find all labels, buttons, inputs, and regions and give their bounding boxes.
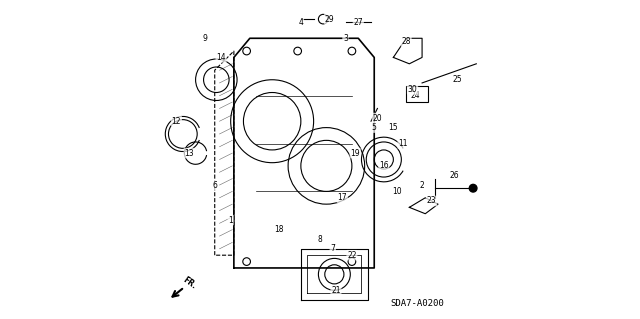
Text: 2: 2 [420, 181, 424, 189]
Text: 11: 11 [398, 139, 408, 148]
Text: 4: 4 [298, 18, 303, 27]
Text: 18: 18 [274, 225, 284, 234]
Text: 24: 24 [411, 91, 420, 100]
Text: 1: 1 [228, 216, 233, 225]
Bar [406, 86, 428, 102]
Text: 30: 30 [408, 85, 417, 94]
Text: 22: 22 [347, 251, 356, 260]
Text: 29: 29 [324, 15, 334, 24]
Text: 16: 16 [379, 161, 388, 170]
Text: FR.: FR. [181, 275, 198, 291]
Text: 15: 15 [388, 123, 398, 132]
Text: 7: 7 [330, 244, 335, 253]
Text: 14: 14 [216, 53, 226, 62]
Text: 10: 10 [392, 187, 401, 196]
Text: 6: 6 [212, 181, 217, 189]
Text: 21: 21 [332, 286, 340, 295]
Text: 13: 13 [184, 149, 194, 158]
Text: 28: 28 [401, 37, 411, 46]
Text: 27: 27 [353, 18, 363, 27]
Text: 20: 20 [372, 114, 382, 122]
Circle shape [469, 184, 477, 192]
Text: 23: 23 [427, 197, 436, 205]
Text: 5: 5 [372, 123, 377, 132]
Text: 26: 26 [449, 171, 459, 180]
Text: 19: 19 [350, 149, 360, 158]
Text: 9: 9 [203, 34, 207, 43]
Text: 25: 25 [452, 75, 462, 84]
Text: 3: 3 [343, 34, 348, 43]
Text: 17: 17 [337, 193, 347, 202]
Text: 8: 8 [317, 235, 323, 244]
Text: 12: 12 [172, 117, 181, 126]
Text: SDA7-A0200: SDA7-A0200 [390, 299, 444, 308]
